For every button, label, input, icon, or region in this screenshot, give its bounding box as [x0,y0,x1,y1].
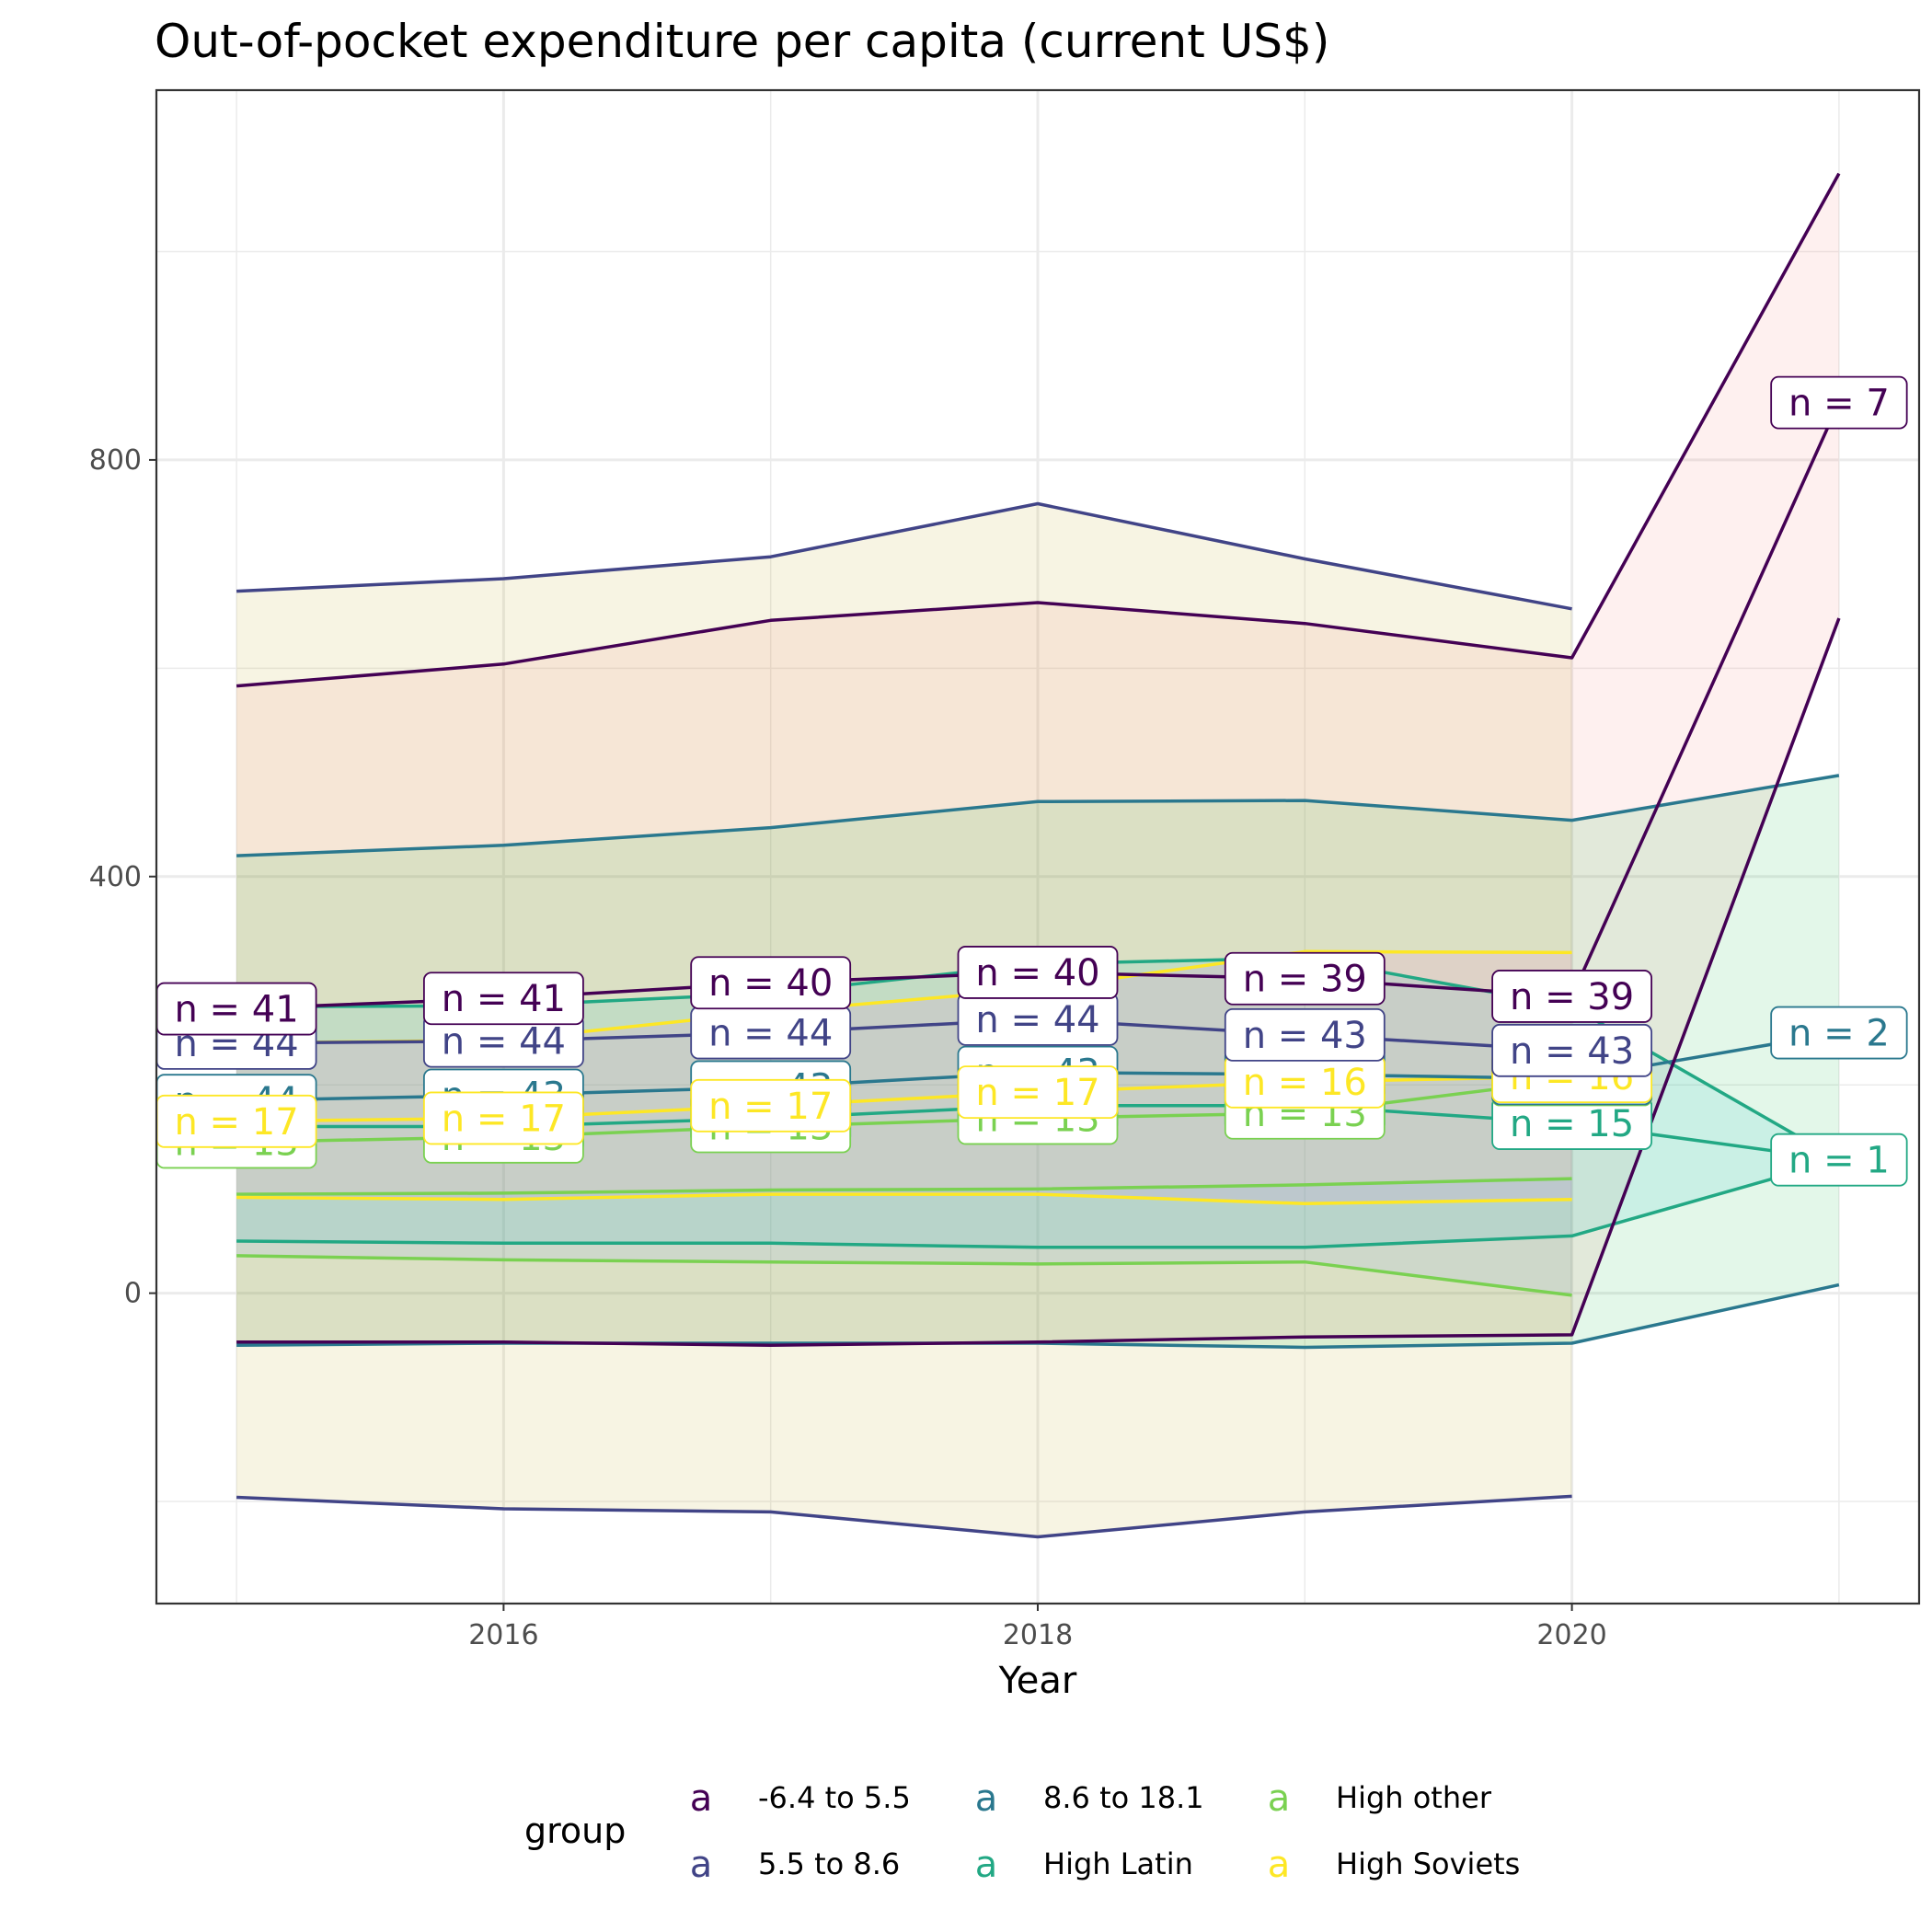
n-label-5-5-to-8-6: n = 44 [690,1006,852,1060]
n-label-text: n = 41 [174,989,298,1031]
n-label-text: n = 44 [708,1013,833,1055]
n-label-5-5-to-8-6: n = 44 [957,992,1119,1046]
y-tick-label: 400 [89,861,142,893]
legend-item-high-latin: a High Latin [975,1844,1193,1886]
n-label-box [1770,1133,1908,1187]
n-label-box [957,946,1119,999]
n-label-5-5-to-8-6: n = 43 [1491,1023,1653,1077]
legend-label: High other [1336,1780,1492,1815]
legend-key-glyph: a [975,1777,998,1820]
band-high-other [236,1179,1572,1295]
n-label-text: n = 41 [442,978,566,1020]
legend-key-glyph: a [690,1844,713,1886]
legend-label: 8.6 to 18.1 [1043,1780,1204,1815]
line-upper-6-4-to-5-5 [236,172,1841,688]
n-label-6-4-to-5-5: n = 41 [422,972,584,1026]
n-label-6-4-to-5-5: n = 39 [1491,970,1653,1023]
legend-key-glyph: a [1268,1777,1291,1820]
line-lower-high-other [236,1254,1572,1297]
n-label-text: n = 44 [975,999,1099,1041]
legend-item-8-6-to-18-1: a 8.6 to 18.1 [975,1777,1204,1820]
n-label-text: n = 44 [442,1021,566,1064]
n-label-high-latin: n = 15 [1491,1097,1653,1150]
line-upper-high-other [236,1177,1572,1196]
legend-item-high-other: a High other [1268,1777,1492,1820]
band-6-4-to-5-5 [236,173,1839,1346]
line-upper-8-6-to-18-1 [236,774,1840,857]
n-label-box [1491,970,1653,1023]
n-label-text: n = 7 [1788,383,1890,425]
n-label-text: n = 15 [1510,1103,1634,1145]
n-label-6-4-to-5-5: n = 7 [1770,375,1908,430]
legend: group a -6.4 to 5.5 a 5.5 to 8.6 a 8.6 to 18.… [524,1777,1520,1886]
n-label-6-4-to-5-5: n = 41 [155,982,317,1036]
n-label-box [1770,1006,1908,1060]
legend-item-5-5-to-8-6: a 5.5 to 8.6 [690,1844,901,1886]
legend-item-high-soviets: a High Soviets [1268,1844,1521,1886]
n-label-high-soviets: n = 17 [690,1078,852,1133]
line-upper-5-5-to-8-6 [236,501,1572,611]
n-label-box [957,1065,1119,1120]
x-axis: 2016 2018 2020 [468,1604,1607,1651]
legend-label: High Latin [1043,1846,1193,1881]
n-label-6-4-to-5-5: n = 39 [1224,951,1386,1006]
y-axis: 0 400 800 [89,444,156,1310]
n-label-high-soviets: n = 17 [422,1091,584,1145]
n-label-text: n = 2 [1788,1013,1890,1055]
n-label-text: n = 40 [708,962,833,1005]
n-label-text: n = 17 [442,1098,566,1140]
n-label-6-4-to-5-5: n = 40 [690,956,852,1010]
n-label-high-soviets: n = 17 [957,1065,1119,1120]
line-lower-5-5-to-8-6 [236,1494,1572,1539]
n-label-8-6-to-18-1: n = 2 [1770,1006,1908,1060]
legend-label: High Soviets [1336,1846,1520,1881]
line-lower-high-latin [236,1158,1840,1249]
legend-label: 5.5 to 8.6 [758,1846,900,1881]
n-label-box [690,1078,852,1133]
legend-item-6-4-to-5-5: a -6.4 to 5.5 [690,1777,911,1820]
legend-title: group [524,1811,626,1851]
x-tick-label: 2018 [1003,1619,1073,1651]
n-label-box [422,1091,584,1145]
n-label-text: n = 43 [1243,1015,1367,1057]
n-label-box [1770,375,1908,430]
count-labels: n = 16n = 16n = 16n = 16n = 15n = 15n = … [155,375,1908,1187]
y-tick-label: 0 [124,1278,142,1310]
n-label-text: n = 16 [1243,1062,1367,1104]
n-label-text: n = 1 [1788,1140,1890,1182]
n-label-box [1491,1023,1653,1077]
legend-key-glyph: a [1268,1844,1291,1886]
n-label-box [690,956,852,1010]
n-label-text: n = 40 [975,952,1099,995]
line-lower-high-soviets [236,1192,1572,1206]
x-tick-label: 2020 [1536,1619,1606,1651]
y-tick-label: 800 [89,444,142,477]
n-label-text: n = 17 [708,1086,833,1128]
x-tick-label: 2016 [468,1619,538,1651]
legend-key-glyph: a [690,1777,713,1820]
n-label-high-soviets: n = 17 [155,1094,317,1148]
chart-title: Out-of-pocket expenditure per capita (cu… [155,15,1329,68]
n-label-text: n = 43 [1510,1030,1634,1073]
legend-label: -6.4 to 5.5 [758,1780,911,1815]
n-label-box [1224,1007,1386,1062]
band-5-5-to-8-6 [236,503,1572,1537]
n-label-text: n = 39 [1510,976,1634,1018]
n-label-high-latin: n = 1 [1770,1133,1908,1187]
n-label-box [422,972,584,1026]
n-label-5-5-to-8-6: n = 44 [422,1014,584,1068]
n-label-box [1224,951,1386,1006]
n-label-6-4-to-5-5: n = 40 [957,946,1119,999]
n-label-text: n = 17 [975,1072,1099,1114]
legend-key-glyph: a [975,1844,998,1886]
x-axis-label: Year [998,1660,1077,1702]
line-lower-6-4-to-5-5 [236,617,1841,1347]
n-label-5-5-to-8-6: n = 43 [1224,1007,1386,1062]
n-label-high-soviets: n = 16 [1224,1054,1386,1109]
n-label-text: n = 17 [174,1101,298,1144]
n-label-text: n = 39 [1243,959,1367,1001]
